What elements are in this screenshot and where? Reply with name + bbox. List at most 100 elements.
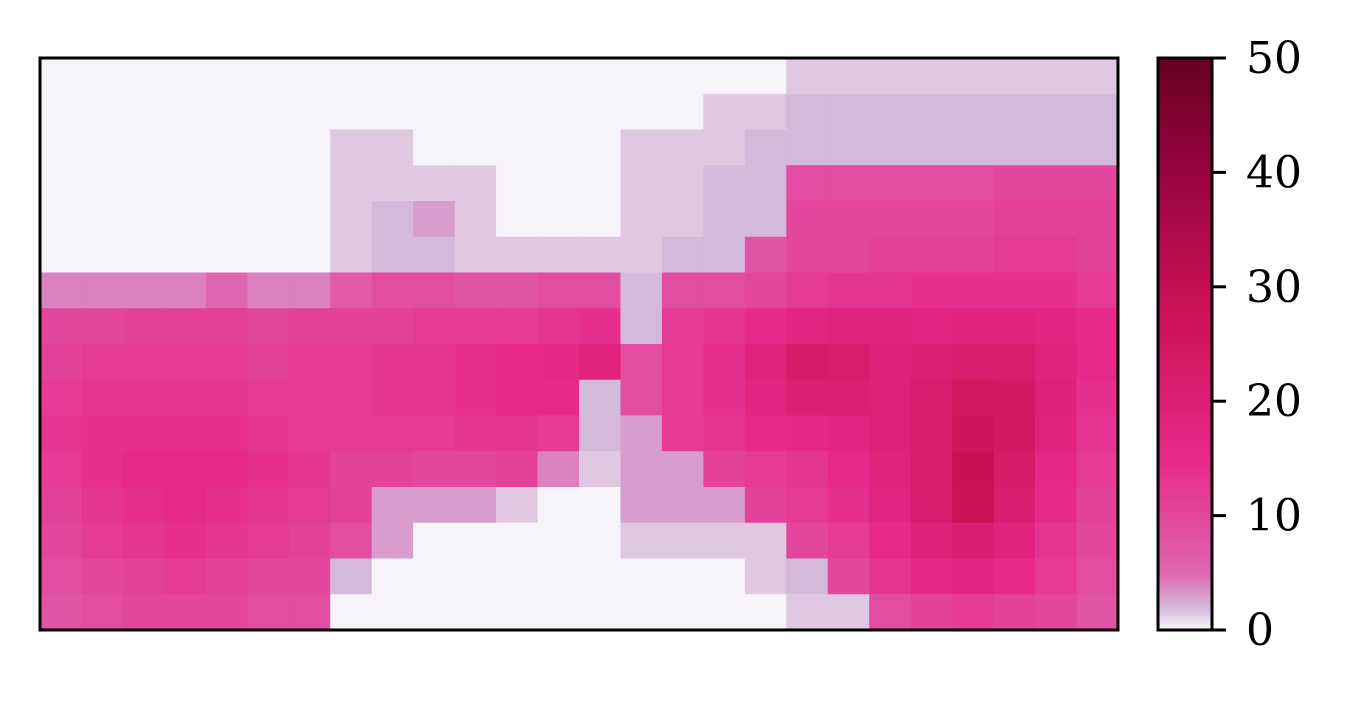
heatmap-cell — [744, 558, 787, 595]
heatmap-cell — [413, 594, 456, 630]
heatmap-cell — [869, 165, 912, 202]
heatmap-cell — [288, 344, 331, 381]
heatmap-cell — [288, 236, 331, 274]
heatmap-cell — [371, 594, 414, 630]
heatmap-cell — [537, 487, 580, 524]
heatmap-cell — [579, 201, 622, 238]
heatmap-cell — [164, 201, 207, 238]
heatmap-cell — [620, 344, 663, 381]
heatmap-cell — [496, 594, 539, 630]
heatmap-cell — [205, 236, 248, 274]
heatmap-cell — [330, 379, 373, 417]
heatmap-cell — [993, 201, 1036, 238]
heatmap-cell — [786, 522, 829, 560]
heatmap-cell — [703, 165, 746, 202]
heatmap-cell — [744, 344, 787, 381]
heatmap-cell — [869, 236, 912, 274]
heatmap-cell — [579, 93, 622, 131]
heatmap-cell — [537, 379, 580, 417]
heatmap-cell — [164, 165, 207, 202]
heatmap-cell — [786, 344, 829, 381]
colorbar-frame — [1156, 56, 1214, 632]
colorbar: 0 10 20 30 40 50 — [1156, 33, 1302, 656]
heatmap-cell — [371, 58, 414, 95]
heatmap-cell — [952, 344, 995, 381]
colorbar-tick-label: 0 — [1246, 605, 1274, 656]
heatmap-cell — [371, 522, 414, 560]
heatmap-cell — [122, 308, 165, 345]
heatmap-cell — [413, 522, 456, 560]
heatmap-cell — [1076, 58, 1118, 95]
heatmap-cell — [620, 522, 663, 560]
heatmap-cell — [786, 379, 829, 417]
heatmap-cell — [122, 344, 165, 381]
heatmap-cell — [1035, 487, 1078, 524]
heatmap-cell — [122, 129, 165, 166]
heatmap-cell — [744, 451, 787, 488]
heatmap-cell — [496, 344, 539, 381]
heatmap-cell — [371, 201, 414, 238]
heatmap-cell — [247, 522, 290, 560]
heatmap-cell — [413, 415, 456, 452]
heatmap-cell — [205, 201, 248, 238]
heatmap-cell — [620, 594, 663, 630]
heatmap-cell — [661, 165, 704, 202]
heatmap-cell — [454, 58, 497, 95]
heatmap-cell — [620, 201, 663, 238]
heatmap-cell — [164, 308, 207, 345]
heatmap-cell — [122, 415, 165, 452]
heatmap-cell — [1076, 558, 1118, 595]
heatmap-cell — [579, 487, 622, 524]
heatmap-cell — [869, 344, 912, 381]
heatmap-cell — [786, 93, 829, 131]
heatmap-cell — [164, 93, 207, 131]
heatmap-cell — [247, 236, 290, 274]
heatmap-cell — [910, 129, 953, 166]
heatmap-cell — [786, 236, 829, 274]
heatmap-cell — [1035, 594, 1078, 630]
heatmap-cell — [371, 272, 414, 309]
heatmap-cell — [371, 487, 414, 524]
heatmap-cell — [40, 487, 83, 524]
heatmap-cell — [247, 558, 290, 595]
heatmap-cell — [454, 308, 497, 345]
heatmap-cell — [413, 272, 456, 309]
heatmap-cell — [1035, 236, 1078, 274]
heatmap-cell — [496, 379, 539, 417]
heatmap-cell — [164, 487, 207, 524]
heatmap-cell — [496, 522, 539, 560]
heatmap-cell — [952, 165, 995, 202]
heatmap-cell — [1076, 415, 1118, 452]
heatmap-cell — [122, 165, 165, 202]
colorbar-gradient — [1158, 58, 1212, 630]
heatmap-cell — [205, 415, 248, 452]
heatmap-cell — [786, 165, 829, 202]
heatmap-cell — [330, 451, 373, 488]
heatmap-cell — [40, 58, 83, 95]
heatmap-cell — [786, 308, 829, 345]
heatmap-cell — [413, 129, 456, 166]
heatmap-plot — [38, 56, 1120, 632]
heatmap-cell — [661, 451, 704, 488]
heatmap-cell — [288, 201, 331, 238]
heatmap-cell — [993, 487, 1036, 524]
heatmap-cell — [496, 451, 539, 488]
heatmap-cell — [81, 308, 124, 345]
heatmap-cell — [952, 522, 995, 560]
heatmap-cell — [205, 451, 248, 488]
heatmap-cell — [827, 272, 870, 309]
heatmap-cell — [371, 379, 414, 417]
heatmap-cell — [827, 93, 870, 131]
heatmap-cell — [247, 58, 290, 95]
heatmap-cell — [164, 236, 207, 274]
heatmap-cell — [993, 236, 1036, 274]
heatmap-cell — [744, 165, 787, 202]
heatmap-cell — [1076, 451, 1118, 488]
heatmap-cell — [786, 558, 829, 595]
heatmap-cell — [496, 93, 539, 131]
heatmap-cell — [744, 236, 787, 274]
heatmap-cell — [952, 93, 995, 131]
heatmap-cell — [205, 379, 248, 417]
heatmap-cell — [537, 415, 580, 452]
heatmap-cell — [247, 594, 290, 630]
